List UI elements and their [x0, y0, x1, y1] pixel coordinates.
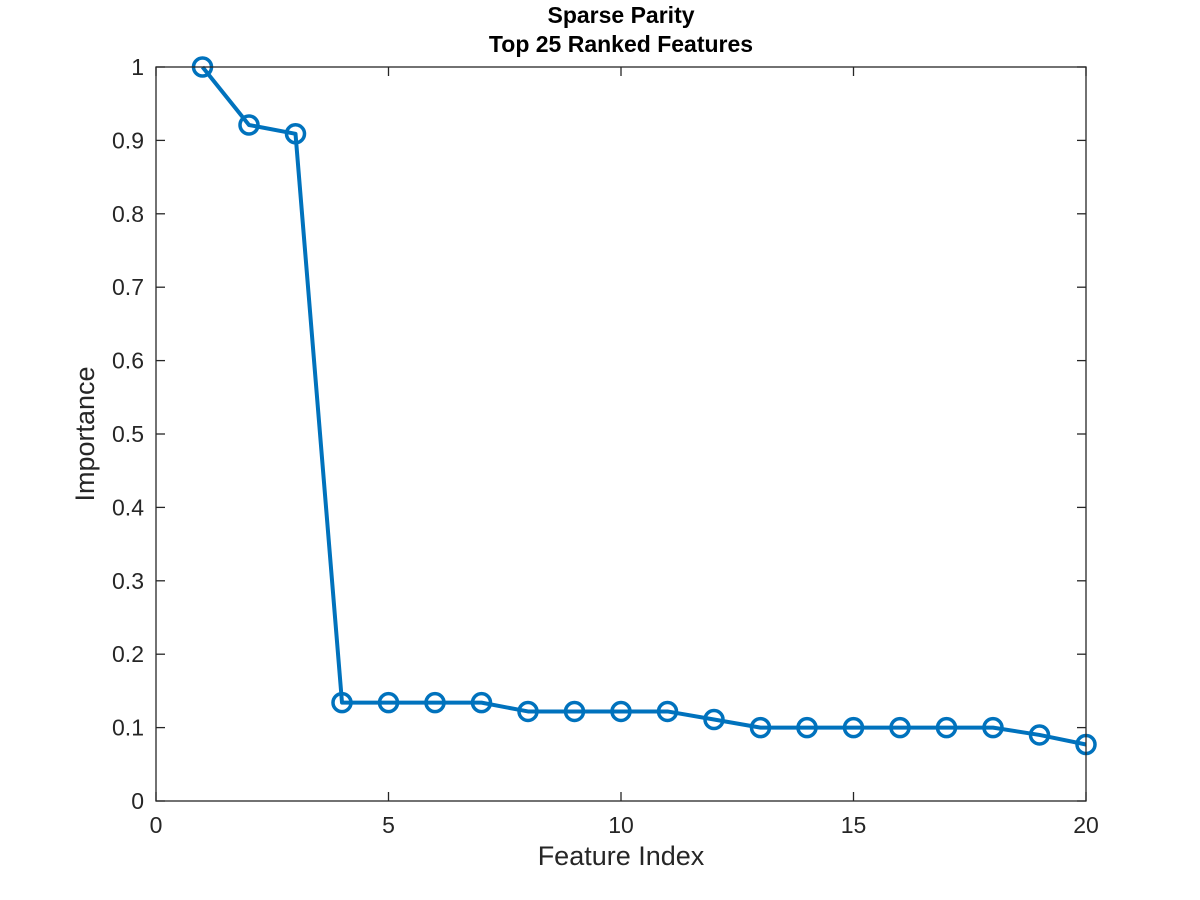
y-tick-label: 0.5 [112, 421, 144, 447]
data-point [749, 716, 772, 739]
axis-tick-labels: 0 5 10 15 20 0 0.1 0.2 0.3 0.4 0.5 0.6 0.7 0.8 0.9 1 [112, 54, 1099, 838]
series-layer [191, 56, 1097, 756]
x-axis-label: Feature Index [538, 841, 705, 871]
axes-box [155, 66, 1087, 802]
y-tick-label: 0 [131, 788, 144, 814]
data-point [842, 716, 865, 739]
data-point [982, 716, 1004, 739]
data-point [935, 716, 958, 739]
y-tick-label: 0.2 [112, 641, 144, 667]
data-point [424, 691, 446, 714]
x-tick-label: 20 [1073, 812, 1099, 838]
chart-title: Sparse Parity [547, 2, 694, 28]
y-tick-label: 0.1 [112, 715, 144, 741]
y-tick-label: 0.6 [112, 348, 144, 374]
data-point [238, 114, 260, 136]
y-tick-label: 0.8 [112, 201, 144, 227]
x-tick-label: 5 [382, 812, 395, 838]
x-tick-label: 15 [841, 812, 867, 838]
data-point [377, 691, 400, 714]
y-tick-label: 0.9 [112, 127, 144, 153]
data-point [703, 708, 725, 731]
data-point [470, 691, 493, 714]
y-tick-label: 0.4 [112, 494, 144, 520]
y-tick-label: 0.3 [112, 568, 144, 594]
data-point [517, 700, 539, 723]
y-tick-label: 0.7 [112, 274, 144, 300]
data-point [610, 700, 632, 723]
data-point [331, 691, 353, 714]
y-tick-label: 1 [131, 54, 144, 80]
chart-subtitle: Top 25 Ranked Features [489, 31, 753, 57]
data-point [656, 700, 679, 723]
data-point [889, 716, 911, 739]
x-tick-label: 0 [150, 812, 163, 838]
plot-area [156, 67, 1086, 801]
data-point [796, 716, 818, 739]
data-point [284, 123, 307, 145]
y-axis-label: Importance [70, 366, 100, 501]
data-point [1028, 724, 1051, 746]
data-point [563, 700, 586, 723]
x-tick-label: 10 [608, 812, 634, 838]
